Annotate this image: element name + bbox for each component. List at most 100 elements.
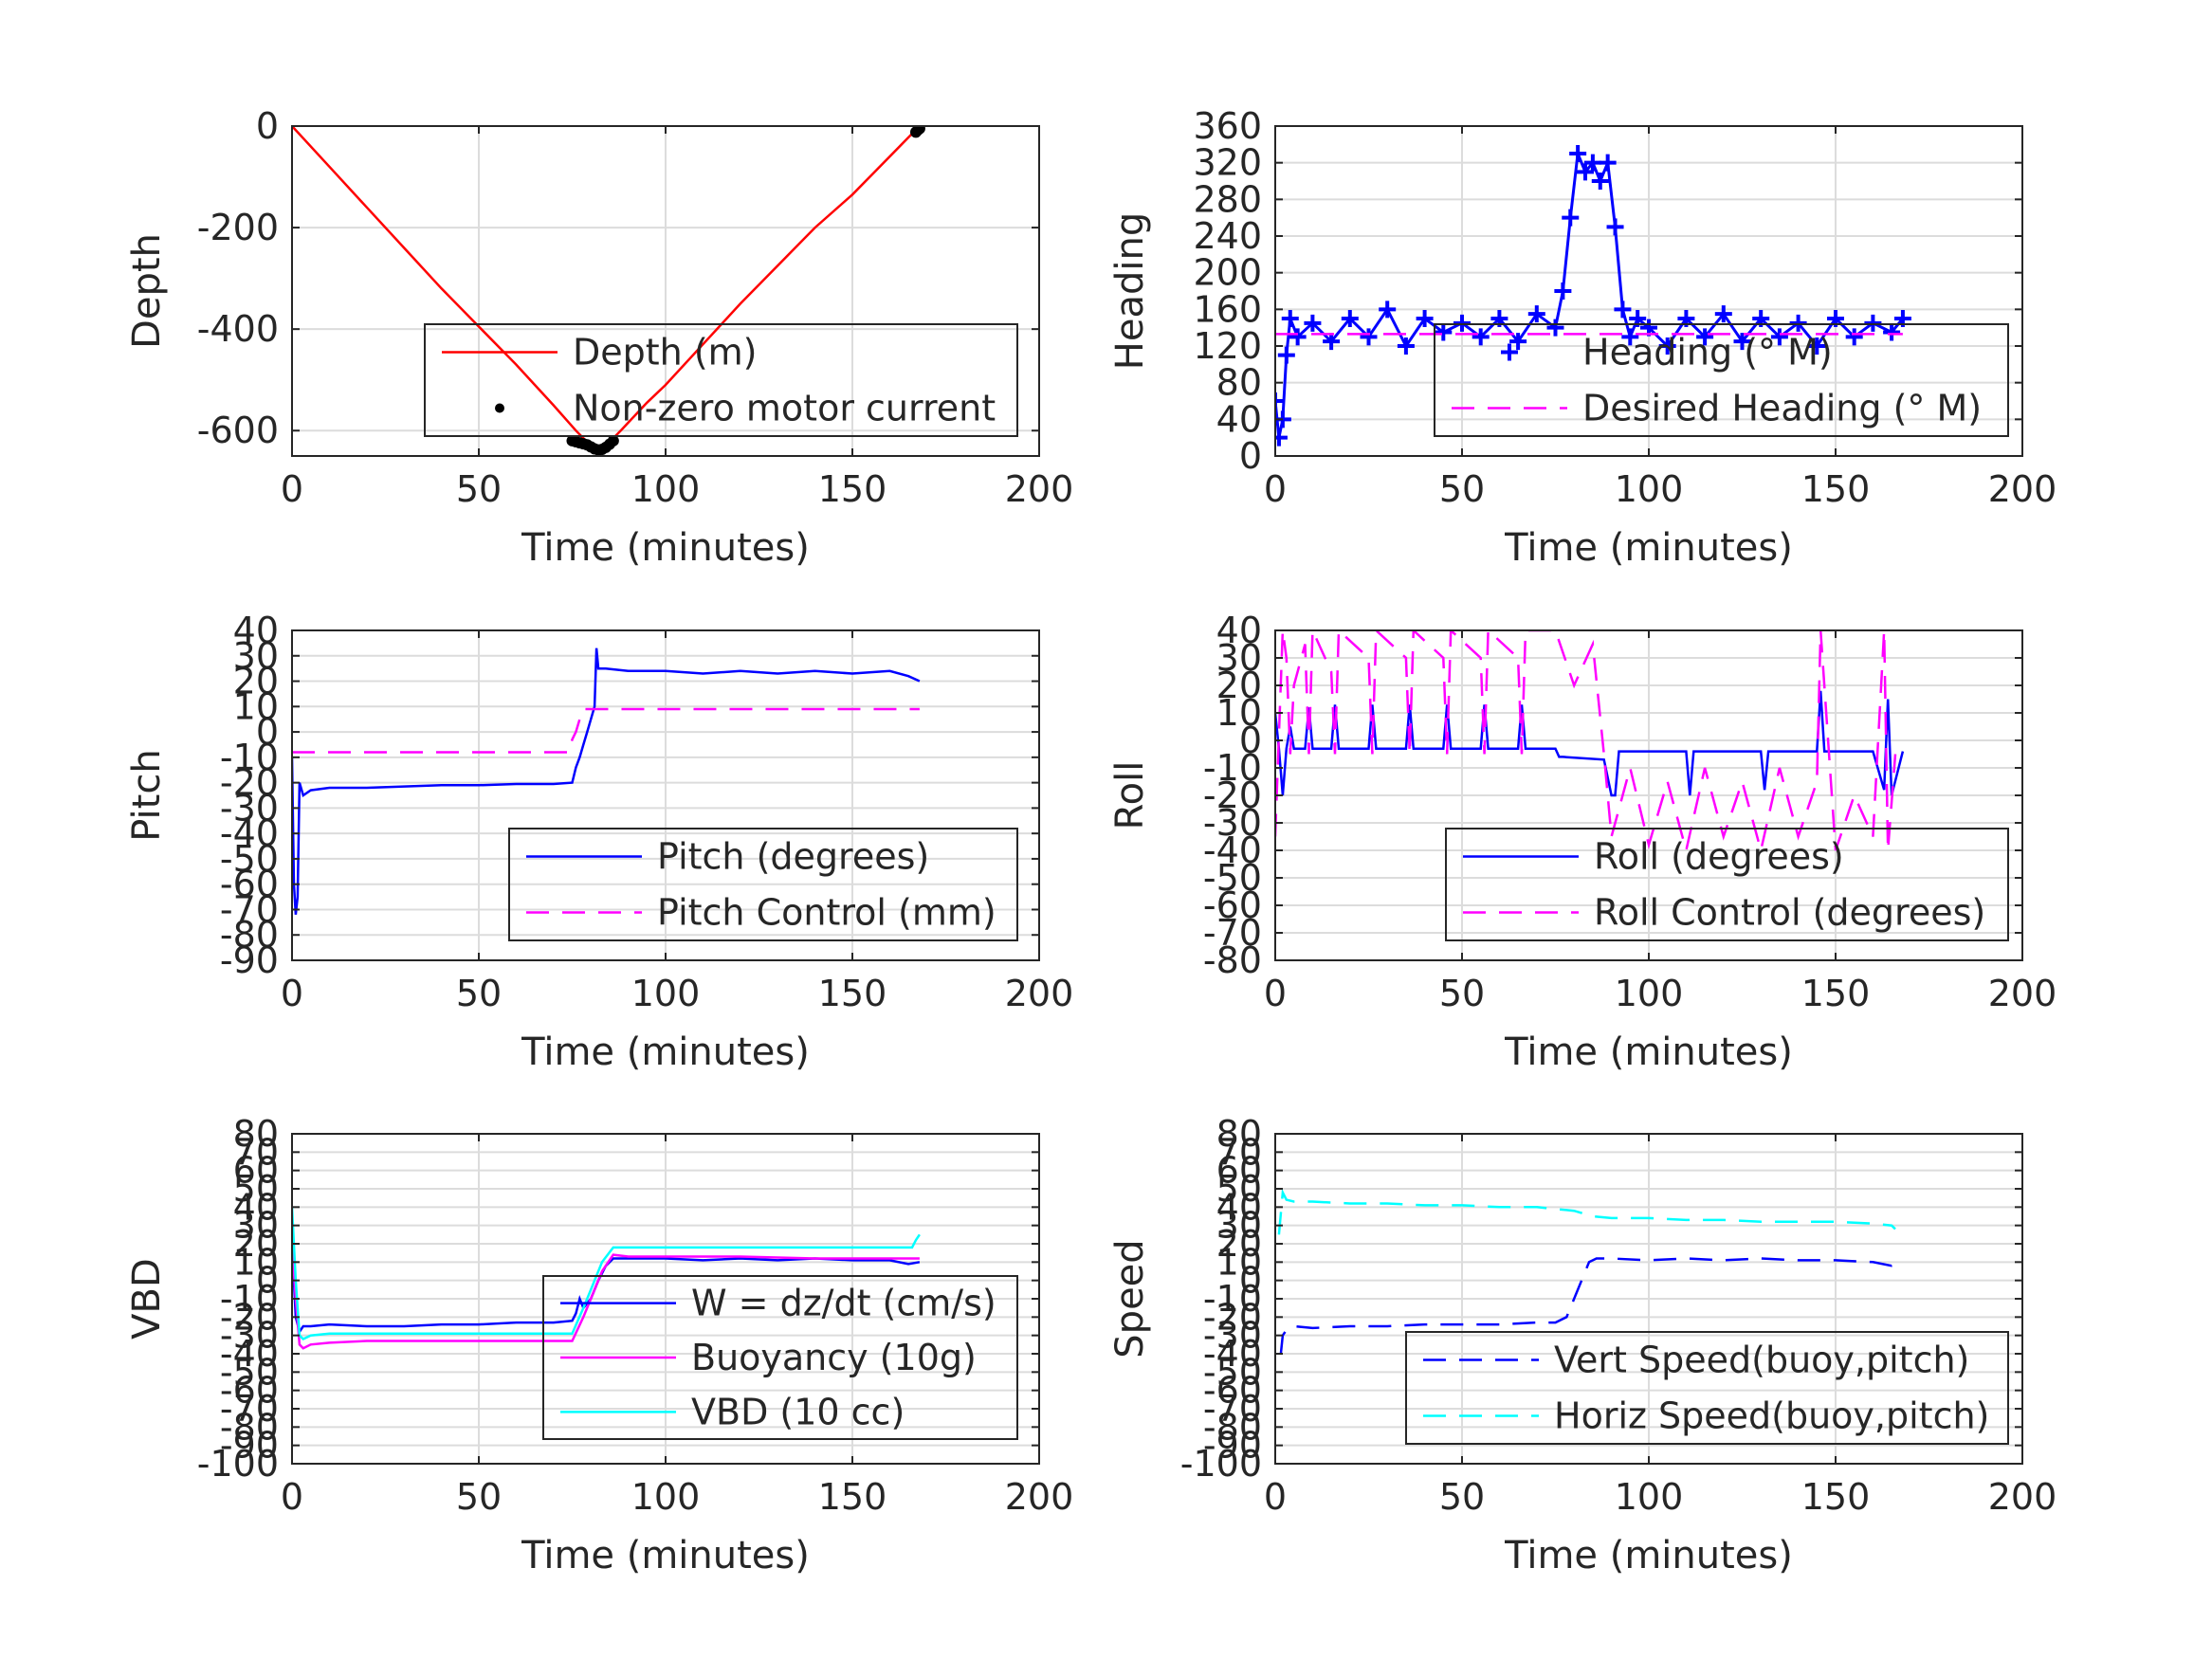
y-tick-label: -70 [1203,1388,1262,1430]
y-tick-label: -10 [220,1278,279,1320]
x-tick-label: 50 [1439,468,1485,510]
legend-label: Non-zero motor current [573,388,996,429]
legend-box [1445,828,2009,941]
series-group [292,647,921,915]
y-tick-label: -50 [1203,857,1262,899]
panel-pitch: 0 50 100 150 200403020100-10-20-30-40-50-60-… [125,610,1073,1074]
y-tick-label: -70 [220,1388,279,1430]
legend-box [1434,323,2009,437]
x-tick-label: 0 [281,468,303,510]
y-axis-label: Depth [125,233,169,349]
data-point-plus [1714,305,1732,323]
data-point-plus [1591,173,1609,190]
series-line-1 [292,647,921,915]
legend-label: Buoyancy (10g) [691,1337,977,1378]
y-tick-label: 0 [1239,720,1262,761]
data-point-plus [1562,209,1580,227]
y-axis-label: Pitch [125,749,169,841]
series-group [1275,630,1905,851]
x-tick-label: 100 [631,973,701,1014]
y-tick-label: -50 [220,838,279,880]
x-tick-label: 200 [1005,973,1074,1014]
y-tick-label: 120 [1193,325,1262,367]
legend-label: VBD (10 cc) [691,1391,905,1432]
data-point-plus [1435,323,1453,341]
data-point-plus [1569,145,1587,162]
y-axis-label: Speed [1108,1239,1152,1358]
legend-label: Pitch Control (mm) [657,892,996,934]
data-point-plus [1527,305,1545,323]
x-tick-label: 100 [1615,468,1684,510]
y-tick-label: 60 [233,1150,279,1192]
y-tick-label: 0 [256,711,279,753]
series-line-3 [292,1207,921,1341]
y-tick-label: 0 [256,1260,279,1302]
x-tick-label: 0 [281,1476,303,1518]
x-tick-label: 200 [1988,973,2057,1014]
legend-label: W = dz/dt (cm/s) [691,1283,996,1324]
y-tick-label: 40 [1216,1186,1262,1228]
y-tick-label: -20 [220,762,279,804]
y-tick-label: -20 [1203,1296,1262,1338]
data-point-plus [1277,346,1295,364]
y-tick-label: 50 [1216,1168,1262,1210]
data-point-plus [1845,328,1863,346]
x-axis-label: Time (minutes) [1504,1030,1793,1074]
x-tick-label: 0 [281,973,303,1014]
legend-label: Vert Speed(buoy,pitch) [1554,1340,1969,1381]
data-point-plus [1281,310,1299,327]
y-tick-label: -30 [1203,1315,1262,1357]
y-tick-label: 80 [1216,362,1262,404]
y-tick-label: -80 [1203,939,1262,981]
series-group [1277,1188,1904,1355]
x-tick-label: 100 [631,468,701,510]
panel-vbd: 0 50 100 150 20080706050403020100-10-20-30-4… [125,1113,1073,1577]
x-tick-label: 100 [631,1476,701,1518]
legend: W = dz/dt (cm/s) Buoyancy (10g) VBD (10 cc… [542,1275,1018,1440]
y-tick-label: 70 [233,1131,279,1173]
legend-label: Depth (m) [573,332,758,374]
legend-box [1405,1331,2009,1445]
y-tick-label: -30 [220,787,279,829]
y-tick-label: -70 [1203,912,1262,954]
y-tick-label: 200 [1193,252,1262,294]
data-point-plus [1577,163,1595,181]
y-tick-label: -50 [220,1351,279,1393]
series-line-1 [1279,1257,1904,1355]
y-tick-label: -200 [197,207,279,248]
y-tick-label: 320 [1193,142,1262,184]
data-point-plus [1379,301,1397,319]
y-tick-label: -60 [220,1370,279,1412]
x-tick-label: 0 [1264,468,1287,510]
legend-label: Horiz Speed(buoy,pitch) [1554,1395,1989,1437]
x-tick-label: 100 [1615,1476,1684,1518]
data-point-plus [1397,337,1415,355]
data-point-plus [1733,333,1751,351]
legend-box [508,828,1018,941]
x-tick-label: 50 [456,1476,502,1518]
y-tick-label: 40 [233,1186,279,1228]
legend: Heading (° M) Desired Heading (° M) [1434,323,2009,437]
y-tick-label: -80 [1203,1406,1262,1448]
y-tick-label: 30 [1216,637,1262,679]
legend-label: Heading (° M) [1582,332,1833,374]
legend: Pitch (degrees) Pitch Control (mm) [508,828,1018,941]
legend: Vert Speed(buoy,pitch) Horiz Speed(buoy,p… [1405,1331,2009,1445]
x-axis-label: Time (minutes) [1504,1534,1793,1577]
x-tick-label: 150 [1801,468,1871,510]
x-tick-label: 50 [456,973,502,1014]
x-tick-label: 200 [1988,468,2057,510]
y-tick-label: 70 [1216,1131,1262,1173]
x-tick-label: 200 [1005,1476,1074,1518]
x-tick-label: 150 [818,1476,887,1518]
y-tick-label: -40 [220,1333,279,1375]
y-tick-label: 10 [233,1241,279,1283]
y-tick-label: 10 [233,685,279,727]
legend-box [542,1275,1018,1440]
series-line-2 [292,1243,920,1350]
panel-heading: 0 50 100 150 20004080120160200240280320360Ti… [1108,105,2057,570]
y-tick-label: 80 [233,1113,279,1155]
y-tick-label: -40 [1203,830,1262,871]
data-point-plus [1606,218,1624,236]
data-point-plus [1275,392,1284,410]
